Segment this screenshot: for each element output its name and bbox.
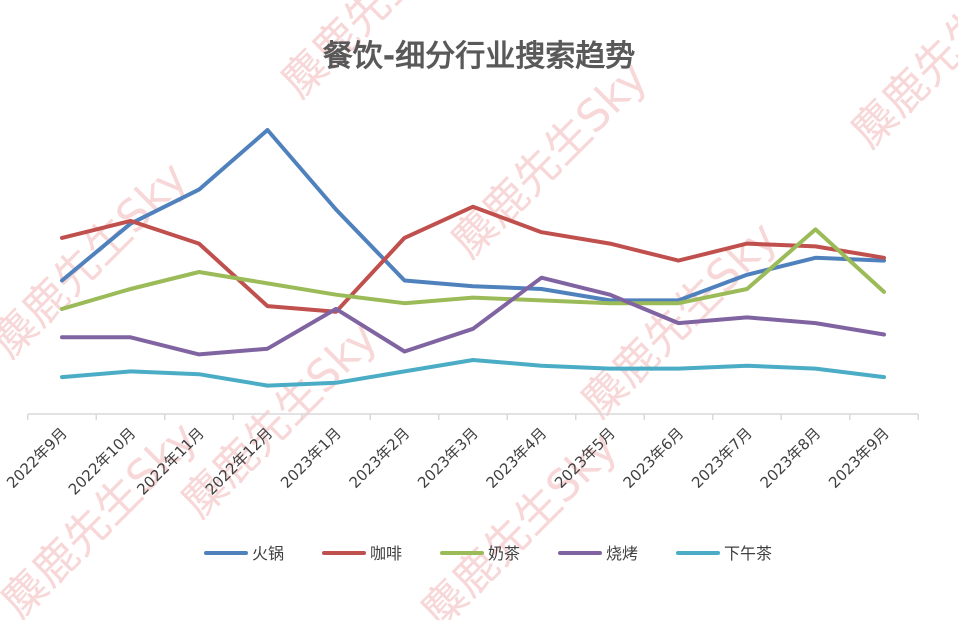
x-axis-ticks (27, 414, 919, 420)
legend-label: 咖啡 (370, 544, 402, 563)
legend-label: 烧烤 (606, 544, 638, 563)
series-line-烧烤 (60, 275, 886, 357)
series-line-奶茶 (60, 227, 886, 311)
legend-label: 奶茶 (488, 544, 520, 563)
x-tick-label: 2023年6月 (620, 424, 688, 492)
x-tick-label: 2023年9月 (825, 424, 893, 492)
x-tick-label: 2023年7月 (688, 424, 756, 492)
series-line-咖啡 (60, 204, 886, 314)
legend-label: 火锅 (252, 544, 284, 563)
x-tick-label: 2023年2月 (346, 424, 414, 492)
x-tick-label: 2022年9月 (3, 424, 71, 492)
series-line-下午茶 (60, 358, 886, 388)
chart-title: 餐饮-细分行业搜索趋势 (323, 39, 635, 74)
legend-label: 下午茶 (724, 544, 772, 563)
watermark-text: 麋鹿先生Sky (842, 0, 958, 158)
legend: 火锅 咖啡 奶茶 烧烤 下午茶 (204, 544, 772, 563)
series-lines (60, 128, 886, 388)
x-tick-label: 2023年3月 (414, 424, 482, 492)
watermark-text: 麋鹿先生Sky (172, 312, 388, 528)
series-line-火锅 (60, 128, 886, 303)
x-tick-label: 2023年8月 (757, 424, 825, 492)
